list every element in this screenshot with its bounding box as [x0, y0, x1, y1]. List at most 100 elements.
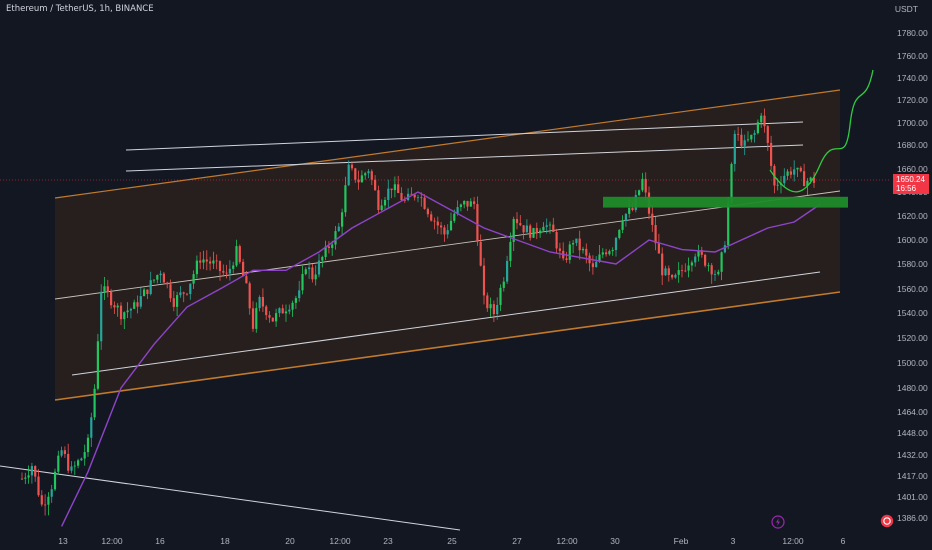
candle-body	[314, 274, 317, 280]
candle-body	[218, 261, 222, 271]
candle-body	[324, 246, 327, 257]
record-icon[interactable]	[880, 514, 894, 533]
candle-body	[509, 241, 512, 261]
candle-body	[162, 273, 165, 283]
candle-body	[552, 224, 555, 233]
candle-body	[222, 270, 225, 273]
candle-body	[70, 466, 73, 471]
candle-body	[611, 249, 614, 252]
candle-body	[717, 271, 720, 275]
candle-body	[766, 126, 769, 143]
candle-body	[185, 293, 189, 295]
candle-body	[281, 308, 284, 314]
candle-body	[212, 260, 215, 264]
candle-body	[420, 197, 423, 199]
candle-body	[466, 200, 469, 207]
candle-body	[397, 184, 400, 193]
candle-body	[809, 177, 812, 181]
channel-mid-line	[54, 190, 841, 300]
candle-body	[575, 238, 578, 244]
y-tick-label: 1680.00	[897, 140, 928, 150]
candle-body	[555, 232, 558, 249]
candle-body	[558, 248, 561, 251]
candle-body	[166, 282, 169, 285]
candle-body	[205, 259, 208, 262]
y-tick-label: 1760.00	[897, 51, 928, 61]
candle-body	[172, 298, 175, 307]
candle-body	[202, 259, 205, 263]
candle-body	[169, 284, 172, 299]
candle-body	[476, 204, 479, 242]
candle-body	[139, 296, 142, 307]
candle-body	[684, 270, 687, 272]
candle-body	[449, 220, 453, 231]
candle-body	[238, 246, 241, 262]
candle-body	[370, 171, 373, 180]
candle-body	[614, 237, 618, 250]
candle-body	[377, 190, 380, 210]
candle-body	[730, 163, 733, 204]
candle-body	[383, 199, 387, 206]
candle-body	[44, 504, 47, 506]
candle-body	[113, 305, 116, 308]
candle-body	[572, 243, 575, 245]
candle-body	[390, 188, 393, 191]
candle-body	[156, 275, 159, 280]
candle-body	[232, 265, 235, 269]
channel-drawings	[0, 89, 890, 531]
candle-body	[34, 466, 37, 477]
overlays	[60, 69, 874, 527]
candle-body	[275, 313, 278, 322]
candle-body	[228, 268, 231, 274]
candle-body	[737, 133, 740, 135]
candle-body	[119, 305, 123, 320]
candle-body	[618, 229, 621, 238]
candle-body	[446, 230, 449, 235]
candle-body	[60, 450, 63, 456]
candle-body	[268, 315, 271, 318]
candle-body	[357, 179, 360, 183]
candle-body	[651, 213, 654, 225]
candle-body	[334, 231, 337, 245]
candle-body	[638, 190, 641, 196]
lightning-icon[interactable]	[771, 515, 785, 534]
candle-body	[707, 265, 710, 267]
candle-body	[192, 274, 195, 284]
candle-body	[710, 265, 713, 275]
candle-body	[179, 292, 182, 296]
candle-body	[215, 260, 218, 262]
y-tick-label: 1464.00	[897, 407, 928, 417]
candle-body	[694, 256, 697, 263]
candle-body	[96, 341, 99, 389]
candle-body	[704, 254, 707, 266]
support-zone	[603, 196, 848, 208]
candle-body	[644, 178, 647, 193]
y-tick-label: 1560.00	[897, 284, 928, 294]
candle-body	[499, 287, 502, 305]
y-tick-label: 1500.00	[897, 358, 928, 368]
candle-body	[20, 478, 24, 480]
candle-body	[753, 133, 756, 135]
y-tick-label: 1448.00	[897, 428, 928, 438]
candle-body	[680, 270, 684, 271]
candle-body	[806, 180, 809, 187]
candle-body	[321, 256, 324, 261]
x-tick-label: 3	[731, 536, 736, 546]
candle-body	[793, 169, 796, 175]
candle-body	[539, 230, 542, 234]
candle-body	[149, 280, 152, 295]
candle-body	[433, 220, 436, 222]
candle-body	[690, 262, 693, 266]
candle-body	[350, 164, 354, 169]
projection-path	[769, 69, 874, 193]
y-tick-label: 1660.00	[897, 164, 928, 174]
y-tick-label: 1600.00	[897, 235, 928, 245]
candle-body	[496, 304, 499, 315]
candle-body	[674, 274, 677, 278]
x-axis-ticks: 13 12:00 16 18 20 12:00 23 25 27 12:00 30 Feb 3 12:00…	[58, 536, 845, 546]
candle-body	[786, 171, 789, 176]
candle-body	[360, 175, 363, 183]
candle-body	[456, 207, 459, 214]
candle-body	[367, 171, 370, 174]
